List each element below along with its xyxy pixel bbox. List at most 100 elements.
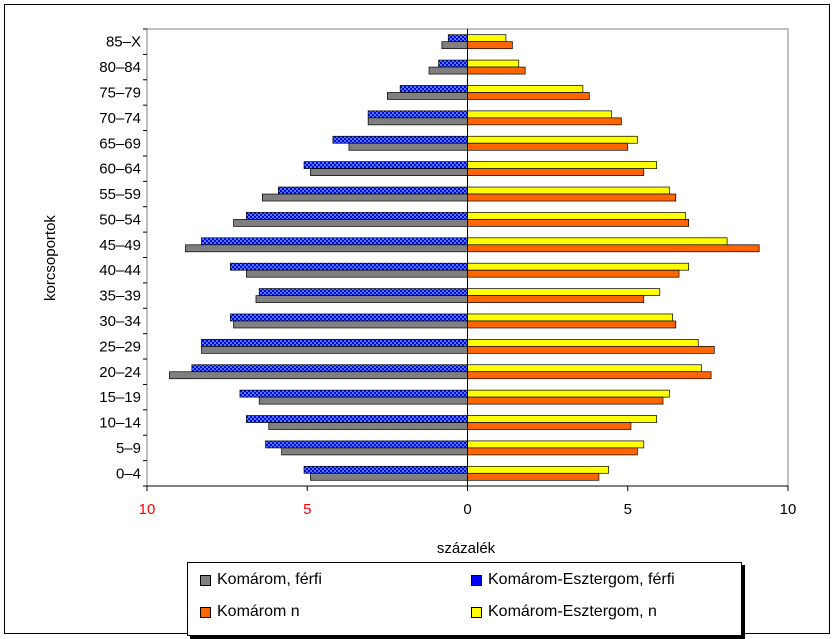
bar-komarom-ferfi [281,447,468,456]
bar-komarom-ferfi [262,193,468,202]
bar-megye-n [467,313,673,322]
bar-komarom-ferfi [348,142,468,151]
y-tick-label: 45–49 [99,237,141,254]
bar-komarom-ferfi [185,244,468,253]
legend-item-komarom-esztergom-n: Komárom-Esztergom, n [471,603,657,621]
bar-megye-n [467,465,609,474]
bar-megye-n [467,262,689,271]
bar-megye-ferfi [246,415,468,423]
bar-komarom-ferfi [310,472,468,481]
bar-komarom-ferfi [201,346,468,354]
bar-komarom-n [467,92,590,100]
y-axis-title: korcsoportok [42,215,59,301]
y-tick-label: 75–79 [99,84,141,101]
legend: Komárom, férfi Komárom-Esztergom, férfi … [187,562,742,636]
bar-komarom-ferfi [268,422,468,430]
bar-megye-ferfi [229,262,468,271]
bar-komarom-ferfi [441,41,468,50]
x-tick-label: 5 [624,501,632,518]
bar-megye-ferfi [201,339,468,347]
y-tick-label: 70–74 [99,110,141,127]
bar-megye-n [467,110,613,119]
bar-komarom-ferfi [246,269,468,278]
bar-komarom-ferfi [310,168,468,176]
y-tick-label: 85–X [106,34,141,51]
bar-megye-n [467,85,584,93]
bar-megye-ferfi [201,237,468,246]
bar-megye-ferfi [229,313,468,322]
bar-komarom-ferfi [258,396,468,405]
legend-item-komarom-ferfi: Komárom, férfi [200,571,322,589]
bar-komarom-n [467,472,600,481]
x-tick-label: 10 [780,501,797,518]
y-tick-label: 0–4 [116,465,141,482]
y-tick-label: 60–64 [99,161,141,178]
y-tick-label: 10–14 [99,415,141,432]
y-tick-label: 80–84 [99,59,141,76]
legend-label: Komárom-Esztergom, férfi [488,571,675,588]
bar-megye-n [467,415,657,423]
bar-komarom-ferfi [255,295,468,303]
legend-label: Komárom-Esztergom, n [488,603,657,620]
bar-komarom-n [467,396,664,405]
bar-megye-n [467,135,638,144]
y-tick-label: 50–54 [99,211,141,228]
bar-megye-n [467,237,728,246]
x-tick-label: 10 [139,501,156,518]
bar-komarom-n [467,320,677,329]
bar-megye-ferfi [367,110,468,119]
bar-megye-ferfi [332,135,468,144]
bar-komarom-n [467,117,622,126]
bar-megye-n [467,288,661,296]
bar-komarom-n [467,244,760,253]
legend-swatch [200,606,211,618]
bar-komarom-n [467,219,689,227]
legend-label: Komárom, férfi [217,571,322,588]
bar-megye-n [467,161,657,169]
bar-komarom-ferfi [428,66,468,75]
legend-swatch [471,574,482,586]
bar-megye-ferfi [265,440,468,449]
legend-swatch [200,574,211,586]
bar-komarom-n [467,346,715,354]
legend-item-komarom-esztergom-ferfi: Komárom-Esztergom, férfi [471,571,675,589]
y-tick-label: 25–29 [99,338,141,355]
x-axis-title: százalék [437,540,496,557]
bar-megye-ferfi [239,389,468,398]
bar-megye-ferfi [399,85,468,93]
bar-komarom-n [467,142,629,151]
bar-megye-ferfi [278,186,468,195]
bar-megye-n [467,440,645,449]
y-tick-label: 20–24 [99,364,141,381]
bar-komarom-n [467,447,638,456]
bar-komarom-ferfi [169,371,468,380]
y-tick-label: 65–69 [99,135,141,152]
bar-komarom-ferfi [233,219,468,227]
bar-komarom-n [467,295,645,303]
x-tick-label: 5 [303,501,311,518]
legend-swatch [471,606,482,618]
bar-megye-ferfi [303,465,468,474]
bar-komarom-n [467,371,712,380]
bar-megye-n [467,339,699,347]
bar-megye-n [467,34,507,43]
bar-megye-ferfi [438,59,468,68]
bar-megye-n [467,186,670,195]
bar-megye-n [467,212,686,220]
y-tick-label: 55–59 [99,186,141,203]
bar-komarom-n [467,193,677,202]
bar-komarom-ferfi [387,92,468,100]
bar-megye-ferfi [447,34,468,43]
bar-komarom-ferfi [233,320,468,329]
bar-komarom-n [467,269,680,278]
bar-komarom-n [467,168,645,176]
y-tick-label: 30–34 [99,313,141,330]
bar-komarom-n [467,422,632,430]
legend-label: Komárom n [217,603,300,620]
bar-komarom-n [467,66,526,75]
bar-komarom-n [467,41,513,50]
bar-komarom-ferfi [367,117,468,126]
y-tick-label: 5–9 [116,440,141,457]
y-tick-label: 15–19 [99,389,141,406]
